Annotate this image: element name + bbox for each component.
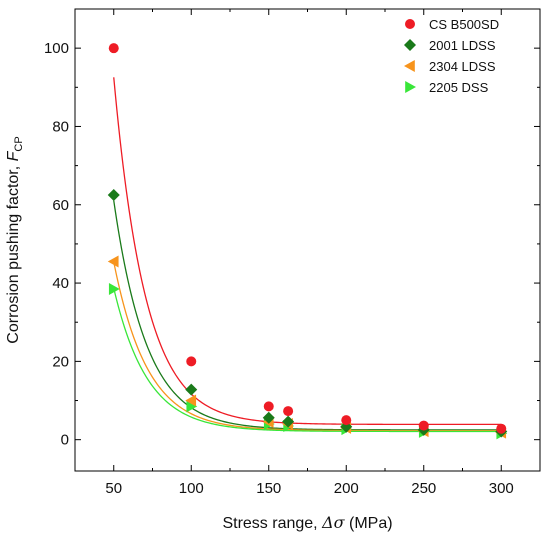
x-tick-label: 150 xyxy=(256,480,281,497)
y-tick-label: 80 xyxy=(52,118,69,135)
data-point xyxy=(263,401,274,412)
y-tick-label: 20 xyxy=(52,353,69,370)
legend-label: 2205 DSS xyxy=(429,80,489,95)
x-tick-label: 100 xyxy=(179,480,204,497)
legend-label: 2304 LDSS xyxy=(429,59,496,74)
legend-label: CS B500SD xyxy=(429,17,499,32)
x-axis-label-main: Stress range, xyxy=(222,515,322,532)
y-axis-label: Corrosion pushing factor, FCP xyxy=(5,136,25,343)
data-point xyxy=(107,255,119,268)
y-axis-label-main: Corrosion pushing factor, xyxy=(5,161,22,343)
legend-marker xyxy=(404,39,416,51)
data-point xyxy=(186,356,197,367)
fit-curve xyxy=(113,261,502,432)
x-tick-label: 50 xyxy=(105,480,122,497)
fit-curve xyxy=(113,77,502,426)
data-point xyxy=(418,420,429,431)
legend: CS B500SD 2001 LDSS 2304 LDSS 2205 DSS xyxy=(404,17,499,95)
fit-curves xyxy=(113,77,502,433)
y-axis-label-subscript: CP xyxy=(13,136,25,151)
data-point xyxy=(108,282,120,295)
y-tick-label: 100 xyxy=(44,40,69,57)
x-axis-label-unit: (MPa) xyxy=(345,515,393,532)
fit-curve xyxy=(113,200,502,431)
data-point xyxy=(496,423,507,434)
legend-marker xyxy=(404,60,415,72)
legend-marker xyxy=(405,81,416,93)
x-tick-label: 250 xyxy=(411,480,436,497)
x-tick-label: 200 xyxy=(334,480,359,497)
data-point xyxy=(186,400,198,413)
data-point xyxy=(341,415,352,426)
y-tick-label: 60 xyxy=(52,197,69,214)
legend-marker xyxy=(405,19,415,29)
x-tick-labels: 50 100 150 200 250 300 xyxy=(105,480,513,497)
plot-area-frame xyxy=(74,8,541,472)
data-point xyxy=(262,411,275,424)
x-axis-label: Stress range, Δσ (MPa) xyxy=(222,513,392,532)
y-tick-label: 40 xyxy=(52,275,69,292)
y-tick-label: 0 xyxy=(61,432,69,449)
x-axis-label-symbol: Δσ xyxy=(321,513,346,532)
y-tick-labels: 0 20 40 60 80 100 xyxy=(44,40,69,449)
y-axis-label-symbol: F xyxy=(5,150,22,161)
data-point xyxy=(283,406,294,417)
legend-label: 2001 LDSS xyxy=(429,38,496,53)
data-markers xyxy=(107,43,508,440)
x-tick-label: 300 xyxy=(489,480,514,497)
data-point xyxy=(107,188,120,201)
data-point xyxy=(185,394,197,407)
data-point xyxy=(185,383,198,396)
data-point xyxy=(282,415,295,428)
axis-ticks xyxy=(74,8,541,471)
data-point xyxy=(108,43,119,54)
fit-curve xyxy=(113,288,502,433)
